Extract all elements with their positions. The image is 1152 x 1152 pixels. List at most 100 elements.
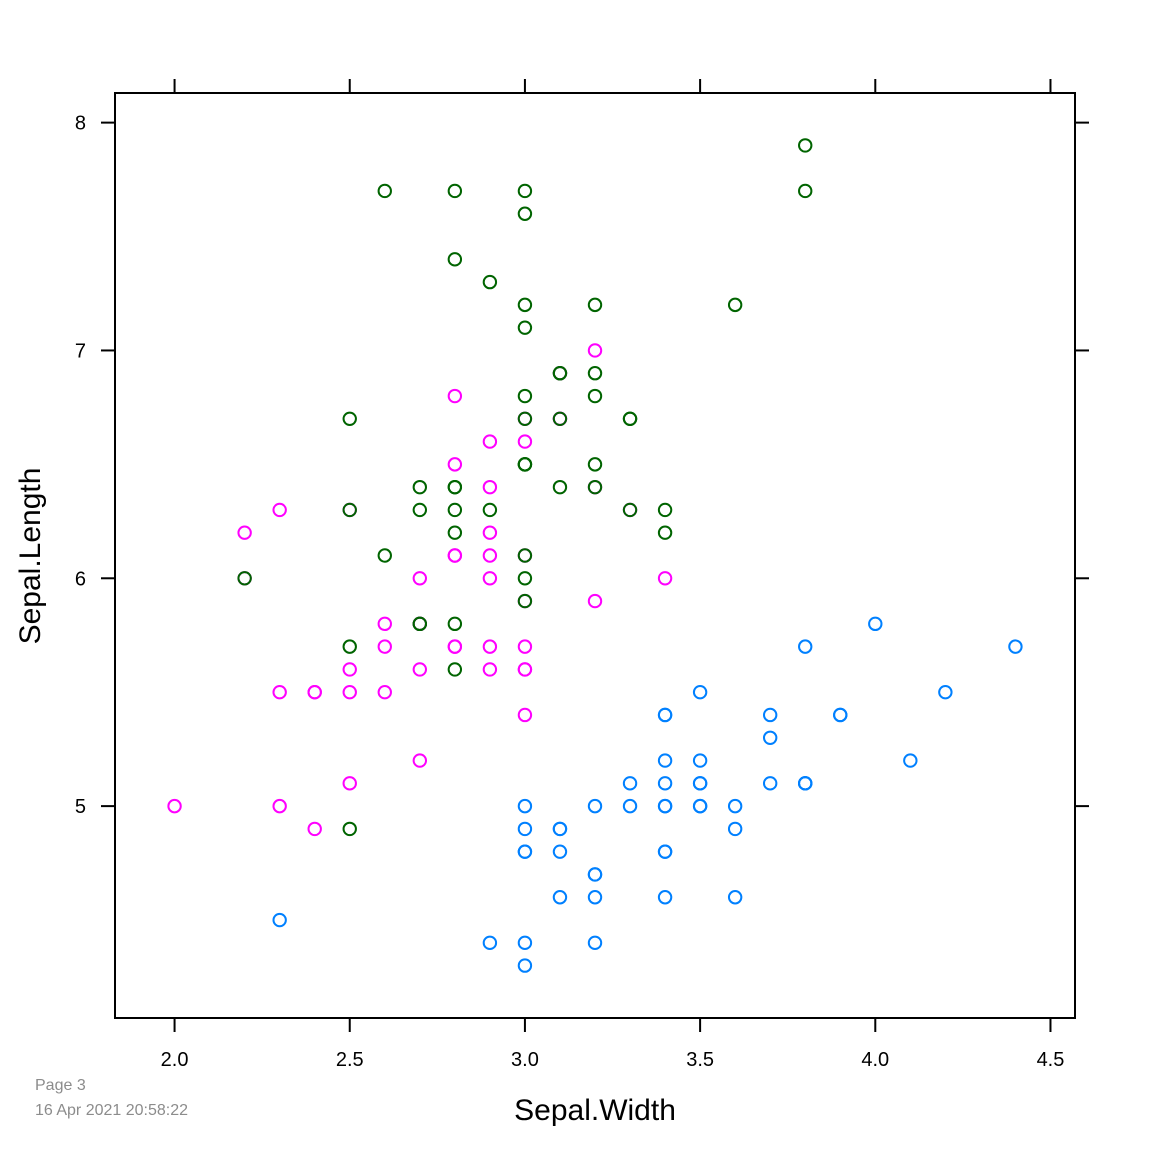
data-point bbox=[237, 525, 252, 540]
data-point bbox=[727, 890, 743, 905]
data-point bbox=[762, 707, 778, 723]
series-3 bbox=[237, 138, 813, 837]
x-tick-label: 2.0 bbox=[161, 1049, 189, 1071]
data-point bbox=[622, 776, 638, 791]
y-tick-label: 6 bbox=[75, 568, 86, 590]
data-point bbox=[517, 662, 533, 677]
y-axis-title: Sepal.Length bbox=[14, 468, 47, 645]
data-point bbox=[657, 798, 673, 814]
data-point bbox=[692, 684, 708, 700]
data-point bbox=[517, 639, 533, 654]
data-point bbox=[482, 639, 498, 654]
data-point bbox=[517, 958, 533, 973]
data-point bbox=[552, 844, 568, 859]
data-point bbox=[587, 343, 603, 358]
data-point bbox=[727, 798, 743, 814]
data-point bbox=[412, 502, 428, 518]
x-tick-label: 4.0 bbox=[861, 1049, 889, 1071]
data-point bbox=[517, 844, 533, 859]
data-point bbox=[517, 457, 533, 472]
data-point bbox=[342, 662, 357, 677]
data-point bbox=[517, 388, 533, 404]
y-tick-label: 7 bbox=[75, 340, 86, 362]
data-point bbox=[657, 753, 673, 768]
data-point bbox=[587, 388, 603, 404]
data-point bbox=[447, 616, 463, 632]
data-point bbox=[482, 548, 498, 563]
data-point bbox=[447, 388, 463, 404]
data-point bbox=[657, 890, 673, 905]
plot-panel bbox=[114, 92, 1076, 1019]
data-point bbox=[587, 798, 603, 814]
data-point bbox=[342, 821, 357, 837]
data-point bbox=[272, 912, 287, 928]
data-point bbox=[587, 935, 603, 951]
data-point bbox=[587, 479, 603, 495]
data-point bbox=[622, 798, 638, 814]
y-tick-label: 5 bbox=[75, 796, 86, 818]
data-point bbox=[237, 571, 252, 586]
data-point bbox=[517, 206, 533, 221]
data-point bbox=[412, 753, 428, 768]
data-point bbox=[1008, 639, 1023, 654]
y-tick-label: 8 bbox=[75, 113, 86, 135]
data-point bbox=[517, 935, 533, 951]
data-point bbox=[342, 411, 357, 427]
data-point bbox=[517, 593, 533, 609]
data-point bbox=[903, 753, 918, 768]
data-point bbox=[552, 890, 568, 905]
timestamp: 16 Apr 2021 20:58:22 bbox=[35, 1102, 189, 1119]
data-point bbox=[447, 662, 463, 677]
data-point bbox=[447, 639, 463, 654]
data-point bbox=[482, 935, 498, 951]
x-tick-label: 4.5 bbox=[1037, 1049, 1065, 1071]
data-point bbox=[517, 571, 533, 586]
data-point bbox=[587, 457, 603, 472]
data-point bbox=[692, 776, 708, 791]
data-point bbox=[657, 525, 673, 540]
data-point bbox=[377, 639, 392, 654]
data-point bbox=[447, 252, 463, 267]
data-point bbox=[657, 571, 673, 586]
series-2 bbox=[167, 343, 673, 837]
data-point bbox=[517, 798, 533, 814]
data-point bbox=[517, 548, 533, 563]
data-point bbox=[272, 798, 287, 814]
data-point bbox=[622, 502, 638, 518]
data-point bbox=[798, 776, 813, 791]
data-point bbox=[447, 479, 463, 495]
data-point bbox=[692, 753, 708, 768]
data-point bbox=[517, 821, 533, 837]
data-point bbox=[587, 297, 603, 313]
x-tick-label: 2.5 bbox=[336, 1049, 364, 1071]
data-point bbox=[622, 411, 638, 427]
data-point bbox=[482, 662, 498, 677]
data-point bbox=[307, 684, 322, 700]
data-point bbox=[517, 434, 533, 449]
data-point bbox=[377, 548, 392, 563]
x-axis-title: Sepal.Width bbox=[514, 1094, 676, 1127]
data-point bbox=[938, 684, 953, 700]
data-point bbox=[868, 616, 883, 632]
data-point bbox=[517, 320, 533, 335]
data-point bbox=[447, 457, 463, 472]
data-point bbox=[587, 366, 603, 381]
data-point bbox=[342, 639, 357, 654]
data-point bbox=[447, 525, 463, 540]
data-point bbox=[692, 798, 708, 814]
data-point bbox=[517, 707, 533, 723]
data-point bbox=[482, 274, 498, 290]
data-point bbox=[482, 479, 498, 495]
data-point bbox=[272, 684, 287, 700]
data-point bbox=[762, 776, 778, 791]
data-point bbox=[657, 502, 673, 518]
data-point bbox=[587, 867, 603, 882]
data-point bbox=[517, 183, 533, 199]
data-point bbox=[657, 844, 673, 859]
data-point bbox=[798, 639, 813, 654]
data-point bbox=[412, 616, 428, 632]
data-point bbox=[552, 821, 568, 837]
data-point bbox=[307, 821, 322, 837]
data-point bbox=[552, 479, 568, 495]
